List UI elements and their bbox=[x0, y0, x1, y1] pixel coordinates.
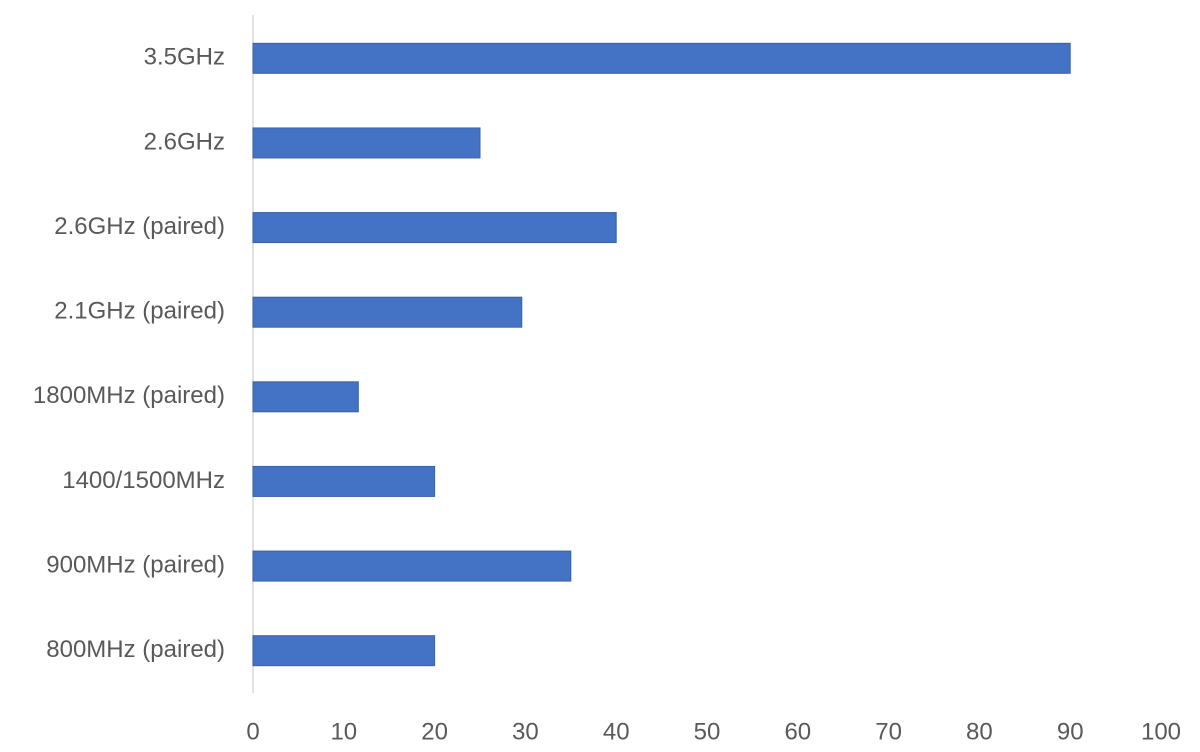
x-tick-label: 50 bbox=[694, 718, 721, 745]
x-tick-label: 20 bbox=[421, 718, 448, 745]
y-tick-label: 900MHz (paired) bbox=[46, 551, 225, 578]
y-tick-label: 1800MHz (paired) bbox=[33, 382, 225, 409]
y-tick-label: 2.6GHz (paired) bbox=[54, 213, 225, 240]
bar bbox=[252, 635, 436, 667]
x-tick-label: 70 bbox=[875, 718, 902, 745]
x-tick-label: 10 bbox=[330, 718, 357, 745]
bar bbox=[252, 465, 436, 497]
bar bbox=[252, 381, 359, 413]
y-tick-label: 800MHz (paired) bbox=[46, 636, 225, 663]
x-tick-label: 60 bbox=[784, 718, 811, 745]
x-tick-label: 40 bbox=[603, 718, 630, 745]
x-tick-label: 0 bbox=[246, 718, 259, 745]
bar bbox=[252, 212, 617, 244]
bar bbox=[252, 550, 572, 582]
y-tick-label: 2.1GHz (paired) bbox=[54, 298, 225, 325]
bar bbox=[252, 296, 523, 328]
x-tick-label: 90 bbox=[1057, 718, 1084, 745]
x-tick-label: 80 bbox=[966, 718, 993, 745]
y-tick-label: 1400/1500MHz bbox=[62, 467, 225, 494]
y-tick-label: 3.5GHz bbox=[144, 44, 225, 71]
y-tick-label: 2.6GHz bbox=[144, 128, 225, 155]
bar bbox=[252, 127, 481, 159]
bar bbox=[252, 42, 1071, 74]
x-tick-label: 100 bbox=[1141, 718, 1181, 745]
x-tick-label: 30 bbox=[512, 718, 539, 745]
